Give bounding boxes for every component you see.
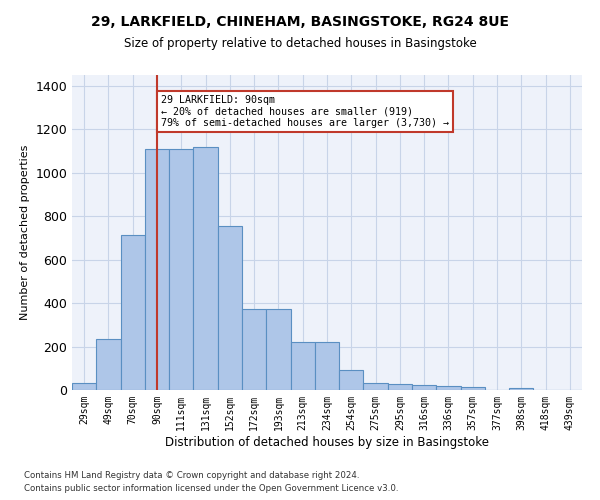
Bar [461,387,485,390]
Bar [290,342,315,390]
Bar [193,146,218,390]
Bar [412,385,436,390]
Text: 29, LARKFIELD, CHINEHAM, BASINGSTOKE, RG24 8UE: 29, LARKFIELD, CHINEHAM, BASINGSTOKE, RG… [91,15,509,29]
Bar [145,150,169,390]
Bar [436,386,461,390]
Bar [388,384,412,390]
Bar [218,226,242,390]
Bar [339,370,364,390]
Bar [509,388,533,390]
X-axis label: Distribution of detached houses by size in Basingstoke: Distribution of detached houses by size … [165,436,489,448]
Bar [72,384,96,390]
Text: Size of property relative to detached houses in Basingstoke: Size of property relative to detached ho… [124,38,476,51]
Bar [364,384,388,390]
Bar [169,150,193,390]
Y-axis label: Number of detached properties: Number of detached properties [20,145,30,320]
Bar [242,309,266,390]
Text: Contains HM Land Registry data © Crown copyright and database right 2024.: Contains HM Land Registry data © Crown c… [24,470,359,480]
Bar [96,338,121,390]
Text: 29 LARKFIELD: 90sqm
← 20% of detached houses are smaller (919)
79% of semi-detac: 29 LARKFIELD: 90sqm ← 20% of detached ho… [161,94,449,128]
Bar [266,310,290,390]
Text: Contains public sector information licensed under the Open Government Licence v3: Contains public sector information licen… [24,484,398,493]
Bar [121,235,145,390]
Bar [315,342,339,390]
